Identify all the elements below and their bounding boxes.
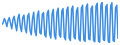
marks: [2, 2, 118, 43]
chart: [0, 0, 120, 45]
line: [2, 2, 118, 43]
plot-area: [2, 2, 118, 43]
